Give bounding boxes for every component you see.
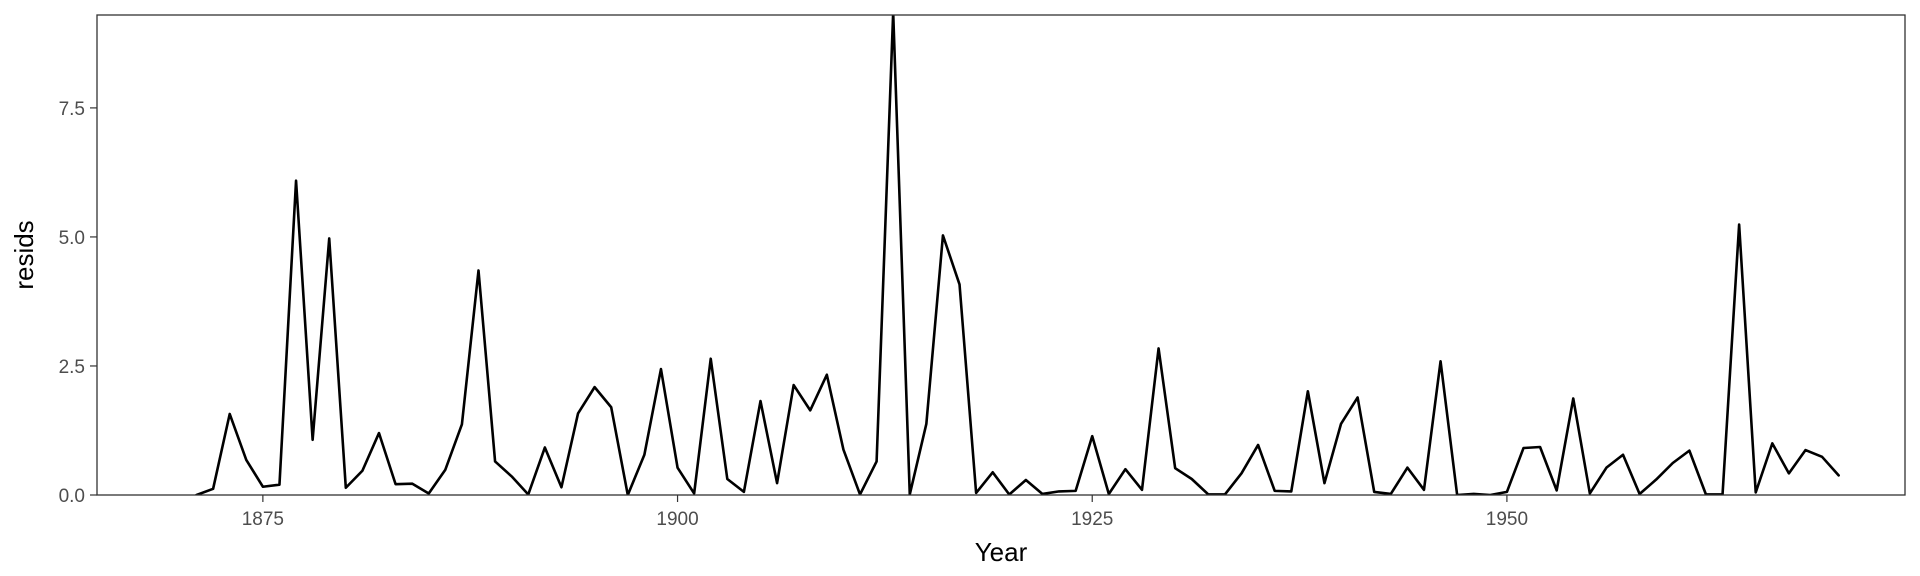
series-layer: [195, 15, 1840, 495]
plot-panel-border: [96, 14, 1906, 496]
x-tick-label: 1950: [1486, 509, 1528, 530]
x-tick-label: 1900: [656, 509, 698, 530]
y-tick-label: 2.5: [59, 357, 85, 378]
x-axis-title: Year: [975, 537, 1028, 567]
x-tick-label: 1875: [242, 509, 284, 530]
y-axis-title: resids: [9, 220, 39, 289]
y-tick-label: 0.0: [59, 486, 85, 507]
x-tick-label: 1925: [1071, 509, 1113, 530]
y-tick-label: 7.5: [59, 99, 85, 120]
x-axis: 1875 1900 1925 1950: [242, 495, 1528, 530]
y-tick-label: 5.0: [59, 228, 85, 249]
y-axis: 0.0 2.5 5.0 7.5: [59, 99, 97, 507]
series-line-0: [195, 15, 1840, 495]
